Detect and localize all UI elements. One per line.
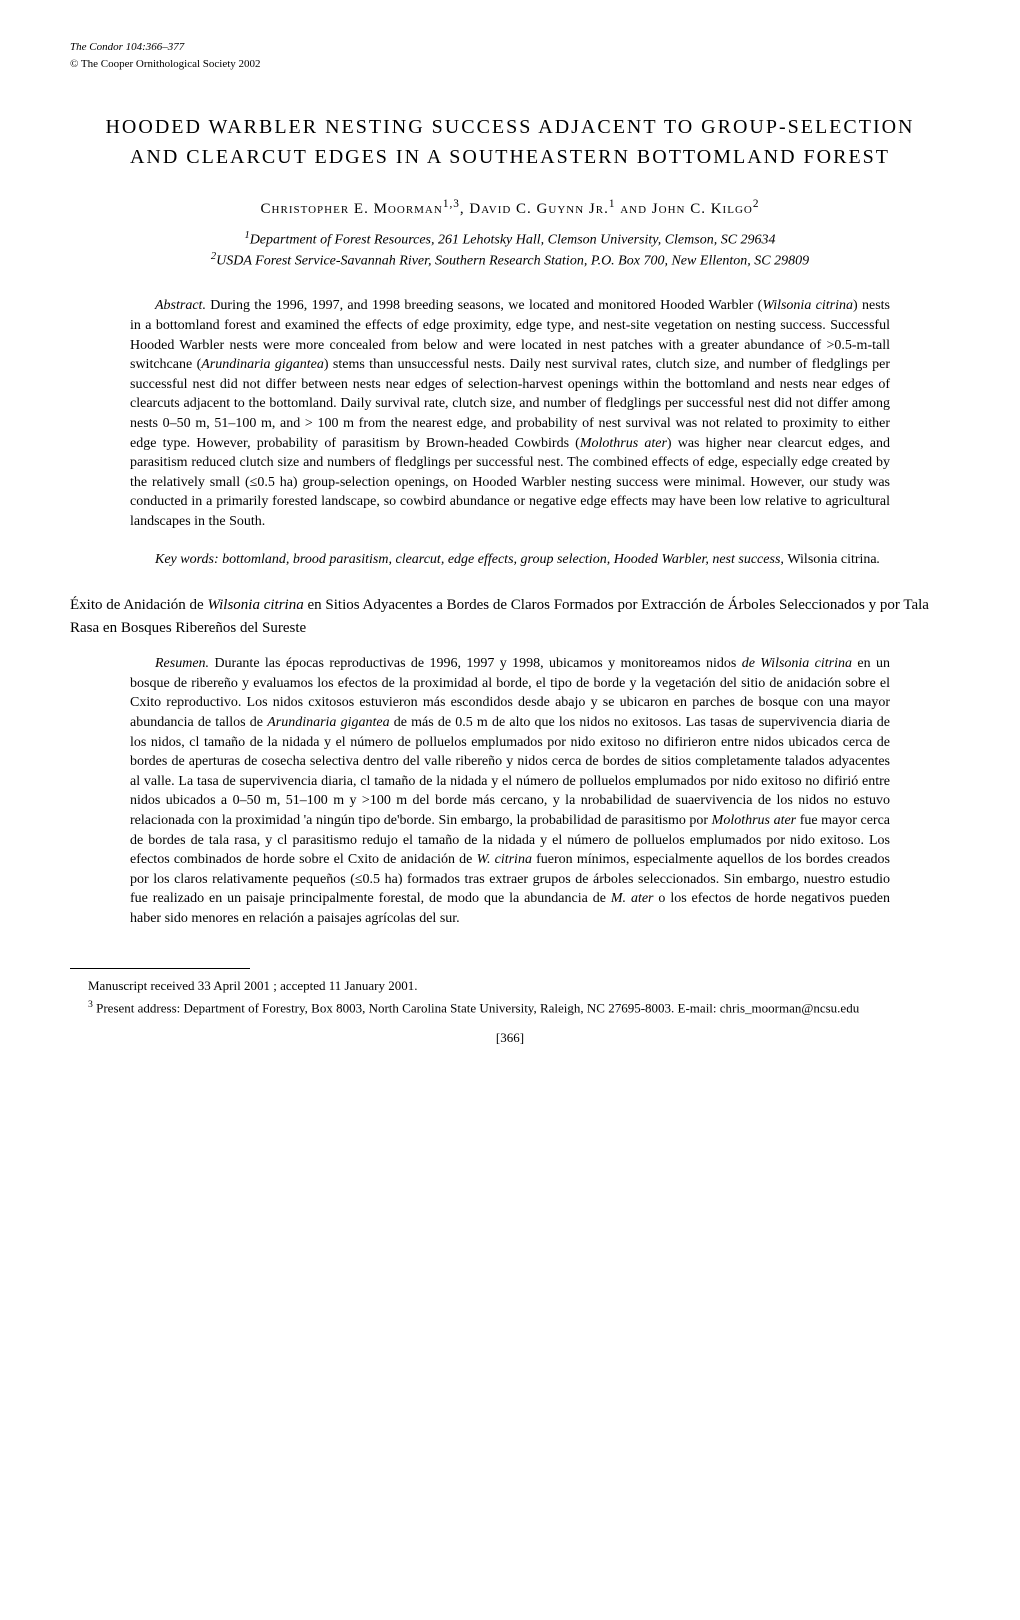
resumen-text: Durante las épocas reproductivas de 1996… xyxy=(130,656,890,926)
copyright-line: © The Cooper Ornithological Society 2002 xyxy=(70,57,950,72)
journal-citation: The Condor 104:366–377 xyxy=(70,40,950,55)
article-title: HOODED WARBLER NESTING SUCCESS ADJACENT … xyxy=(90,112,930,172)
resumen: Resumen. Durante las épocas reproductiva… xyxy=(130,654,890,928)
abstract-label: Abstract. xyxy=(155,298,206,313)
page-number: [366] xyxy=(70,1029,950,1047)
affiliations: 1Department of Forest Resources, 261 Leh… xyxy=(100,229,920,272)
author-list: Christopher E. Moorman1,3, David C. Guyn… xyxy=(70,197,950,219)
footnote-rule xyxy=(70,968,250,969)
spanish-title: Éxito de Anidación de Wilsonia citrina e… xyxy=(70,594,950,639)
keywords: Key words: bottomland, brood parasitism,… xyxy=(130,550,890,570)
abstract-text: During the 1996, 1997, and 1998 breeding… xyxy=(130,298,890,529)
resumen-label: Resumen. xyxy=(155,656,209,671)
abstract: Abstract. During the 1996, 1997, and 199… xyxy=(130,296,890,531)
manuscript-dates: Manuscript received 33 April 2001 ; acce… xyxy=(70,977,950,995)
footnotes: Manuscript received 33 April 2001 ; acce… xyxy=(70,977,950,1017)
present-address: 3 Present address: Department of Forestr… xyxy=(70,998,950,1018)
